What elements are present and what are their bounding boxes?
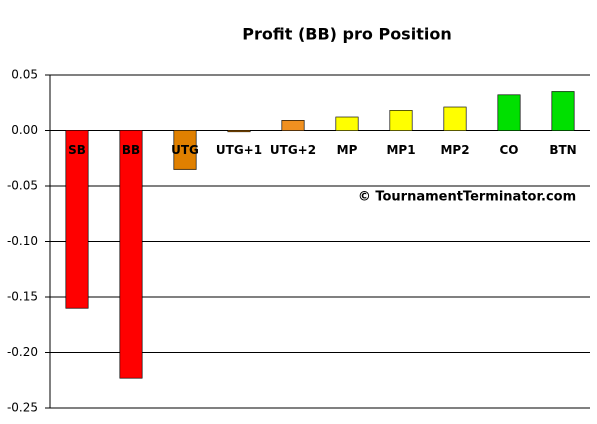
x-tick-label: BTN xyxy=(549,143,576,157)
chart-title: Profit (BB) pro Position xyxy=(242,25,451,44)
y-tick-label: -0.25 xyxy=(7,401,38,415)
x-tick-label: MP2 xyxy=(440,143,469,157)
x-tick-label: UTG+2 xyxy=(270,143,316,157)
y-tick-label: -0.10 xyxy=(7,234,38,248)
bar-shade xyxy=(336,117,358,131)
bar-shade xyxy=(120,130,142,379)
y-tick-label: -0.05 xyxy=(7,179,38,193)
y-tick-label: 0.00 xyxy=(11,123,38,137)
x-tick-label: CO xyxy=(499,143,518,157)
x-tick-label: BB xyxy=(122,143,140,157)
bar-shade xyxy=(66,130,88,309)
x-tick-label: MP xyxy=(337,143,358,157)
bar-shade xyxy=(552,91,574,131)
bar-shade xyxy=(228,130,250,132)
x-tick-label: UTG+1 xyxy=(216,143,262,157)
x-tick-label: SB xyxy=(68,143,86,157)
y-tick-label: -0.20 xyxy=(7,345,38,359)
x-tick-label: UTG xyxy=(171,143,199,157)
annotation: © TournamentTerminator.com xyxy=(358,190,576,205)
bar-shade xyxy=(174,130,196,170)
y-tick-label: 0.05 xyxy=(11,68,38,82)
y-tick-label: -0.15 xyxy=(7,290,38,304)
bar-shade xyxy=(282,120,304,131)
x-tick-label: MP1 xyxy=(386,143,415,157)
bar-shade xyxy=(498,94,520,131)
bar-shade xyxy=(390,110,412,131)
bar-shade xyxy=(444,107,466,131)
